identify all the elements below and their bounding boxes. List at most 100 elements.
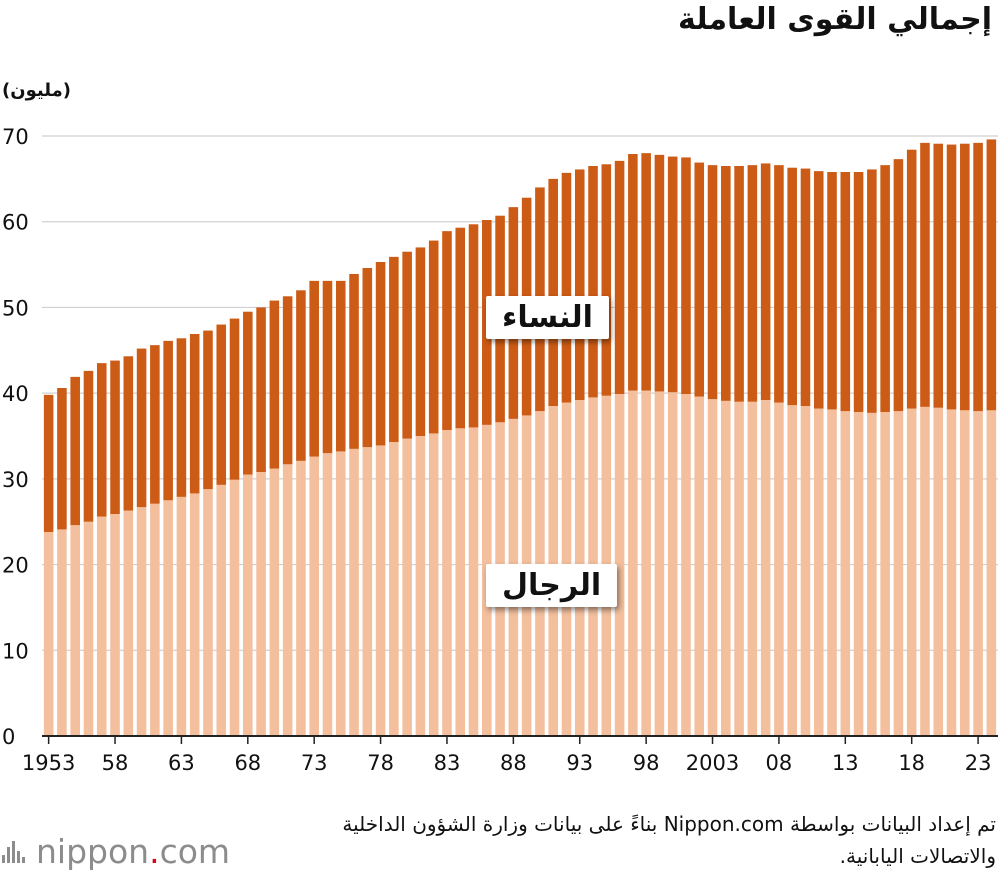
y-tick-label: 50 <box>2 296 29 320</box>
bar-men <box>880 412 890 736</box>
bar-men <box>96 516 107 736</box>
bar-women <box>269 300 280 469</box>
bar-men <box>906 408 917 736</box>
stacked-bar-chart: 0 10 20 30 40 50 60 70 1953 58 63 68 73 78 83 88 93 98 20… <box>2 125 998 775</box>
bar-women <box>707 165 718 400</box>
bar-women <box>960 143 970 411</box>
bar-women <box>455 227 466 429</box>
bar-women <box>282 296 293 465</box>
bar-women <box>920 142 930 407</box>
bar-men <box>150 503 160 736</box>
y-axis-unit-label: (مليون) <box>2 80 71 101</box>
bar-women <box>574 169 585 400</box>
bar-women <box>667 156 678 393</box>
bar-men <box>628 390 638 736</box>
bar-women <box>468 224 479 428</box>
bar-women <box>349 274 359 449</box>
bar-men <box>721 400 731 736</box>
y-tick-label: 60 <box>2 211 29 235</box>
bar-men <box>163 500 173 736</box>
bar-women <box>43 394 54 532</box>
x-tick-label: 93 <box>566 751 593 775</box>
bar-men <box>840 411 851 736</box>
bar-men <box>415 436 426 736</box>
x-tick-label: 1953 <box>22 751 75 775</box>
bar-women <box>813 171 824 409</box>
bar-men <box>203 489 213 736</box>
bar-men <box>136 507 147 736</box>
bar-men <box>813 408 824 736</box>
y-axis-ticks: 0 10 20 30 40 50 60 70 <box>2 125 29 749</box>
bar-men <box>189 493 200 736</box>
x-tick-label: 68 <box>234 751 261 775</box>
x-tick-label: 58 <box>102 751 129 775</box>
bar-women <box>800 168 811 406</box>
x-tick-label: 2003 <box>686 751 739 775</box>
x-tick-label: 78 <box>367 751 394 775</box>
bar-women <box>203 330 213 490</box>
bar-women <box>442 231 452 430</box>
bar-women <box>747 165 758 402</box>
bar-women <box>389 256 399 442</box>
bar-men <box>760 400 771 736</box>
x-tick-label: 08 <box>766 751 793 775</box>
bar-women <box>548 178 558 406</box>
nippon-logo-icon <box>2 840 28 863</box>
bar-men <box>973 411 983 736</box>
bar-women <box>428 240 439 434</box>
bar-men <box>641 390 651 736</box>
bar-women <box>123 356 134 511</box>
bar-men <box>442 430 452 736</box>
x-tick-label: 73 <box>301 751 328 775</box>
bar-women <box>322 280 333 454</box>
bar-women <box>296 290 306 461</box>
bar-women <box>216 324 227 485</box>
y-tick-label: 10 <box>2 639 29 663</box>
bar-women <box>150 345 160 504</box>
bar-men <box>933 407 944 736</box>
women-series-label: النساء <box>486 296 609 339</box>
bar-women <box>827 172 837 410</box>
bar-men <box>747 401 758 736</box>
bar-men <box>893 411 904 736</box>
x-tick-label: 98 <box>633 751 660 775</box>
bar-women <box>694 162 705 397</box>
bar-women <box>96 363 107 517</box>
x-tick-label: 13 <box>832 751 859 775</box>
bar-women <box>681 157 691 394</box>
bar-men <box>375 445 386 736</box>
y-tick-label: 70 <box>2 125 29 149</box>
bar-men <box>614 394 625 736</box>
bar-men <box>827 409 837 736</box>
bar-men <box>946 409 957 736</box>
bar-men <box>667 392 678 736</box>
bar-women <box>787 167 797 406</box>
bar-men <box>707 399 718 736</box>
bar-women <box>70 376 80 526</box>
bar-men <box>654 391 665 736</box>
nippon-logo: nippon. com <box>2 832 230 871</box>
bar-women <box>335 280 346 452</box>
bars <box>43 139 997 736</box>
bar-men <box>70 525 80 736</box>
bar-men <box>296 460 306 736</box>
bar-men <box>389 442 399 736</box>
bar-women <box>641 153 651 391</box>
bar-women <box>853 172 864 412</box>
bar-women <box>243 311 253 475</box>
bar-women <box>840 172 851 412</box>
bar-women <box>614 160 625 394</box>
bar-women <box>893 159 904 412</box>
bar-men <box>455 428 466 736</box>
bar-women <box>57 388 67 530</box>
bar-women <box>721 166 731 401</box>
bar-men <box>176 496 187 736</box>
bar-men <box>349 448 359 736</box>
bar-men <box>322 453 333 736</box>
x-tick-label: 88 <box>500 751 527 775</box>
bar-men <box>309 456 319 736</box>
bar-women <box>176 338 187 497</box>
bar-men <box>681 394 691 736</box>
bar-women <box>362 268 373 448</box>
bar-women <box>83 370 94 522</box>
